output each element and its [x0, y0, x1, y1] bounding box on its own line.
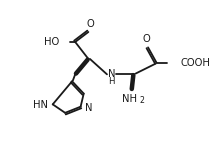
Text: NH: NH — [122, 94, 137, 104]
Text: H: H — [108, 77, 115, 86]
Text: O: O — [86, 19, 94, 29]
Text: N: N — [85, 103, 93, 113]
Text: HN: HN — [33, 100, 48, 110]
Text: O: O — [143, 34, 150, 44]
Text: HO: HO — [45, 37, 60, 47]
Text: N: N — [108, 69, 115, 79]
Text: 2: 2 — [139, 96, 145, 105]
Text: COOH: COOH — [181, 58, 211, 68]
